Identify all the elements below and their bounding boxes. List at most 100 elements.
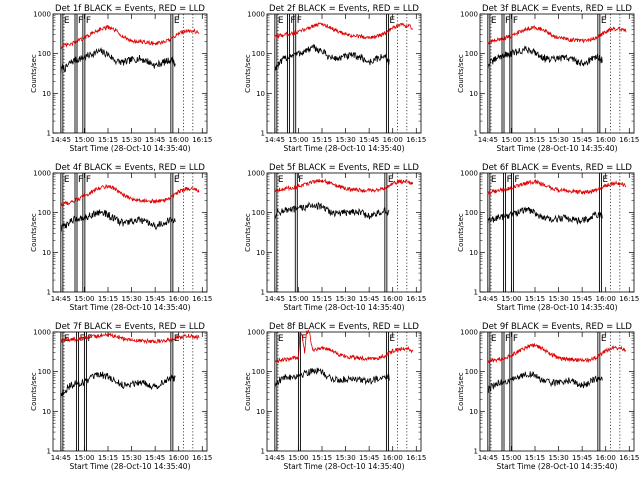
events-series <box>487 45 603 69</box>
x-axis-label: Start Time (28-Oct-10 14:35:40) <box>283 303 404 312</box>
x-tick-label: 15:30 <box>548 136 568 144</box>
x-axis-label: Start Time (28-Oct-10 14:35:40) <box>69 462 190 471</box>
panel-title: Det 4f BLACK = Events, RED = LLD <box>55 163 205 173</box>
lld-series <box>274 21 414 40</box>
x-tick-label: 15:00 <box>501 136 521 144</box>
y-tick-label: 10 <box>42 408 51 416</box>
flag-label: E <box>174 16 180 26</box>
panel-7: Det 7f BLACK = Events, RED = LLD 1 10 100 10… <box>30 322 212 471</box>
events-series <box>60 371 176 397</box>
x-tick-label: 15:15 <box>525 136 545 144</box>
x-tick-label: 15:45 <box>359 454 379 462</box>
y-tick-label: 1 <box>261 289 265 297</box>
y-tick-label: 1 <box>47 448 51 456</box>
x-tick-label: 16:00 <box>169 295 189 303</box>
panel-8: Det 8f BLACK = Events, RED = LLD 1 10 100 10… <box>244 322 426 471</box>
y-tick-label: 10 <box>469 90 478 98</box>
y-axis-label: Counts/sec <box>30 372 38 411</box>
plot-frame <box>479 331 635 452</box>
y-axis-label: Counts/sec <box>30 54 38 93</box>
flag-label: E <box>174 334 180 344</box>
y-tick-label: 1000 <box>33 329 51 337</box>
flag-label: E <box>278 334 284 344</box>
panel-title: Det 8f BLACK = Events, RED = LLD <box>269 322 419 332</box>
lld-series <box>487 342 627 364</box>
x-tick-label: 14:45 <box>478 454 498 462</box>
x-tick-label: 15:00 <box>288 136 308 144</box>
x-tick-label: 16:00 <box>596 454 616 462</box>
x-tick-label: 14:45 <box>478 136 498 144</box>
flag-label: F <box>505 16 510 26</box>
plot-frame <box>266 13 422 134</box>
y-axis-label: Counts/sec <box>244 213 252 252</box>
x-tick-label: 15:45 <box>359 136 379 144</box>
y-axis-label: Counts/sec <box>30 213 38 252</box>
x-tick-label: 16:15 <box>406 454 426 462</box>
flag-label: E <box>64 175 70 185</box>
y-tick-label: 100 <box>465 368 478 376</box>
flag-label: E <box>278 175 284 185</box>
lld-series <box>274 329 414 364</box>
x-tick-label: 15:15 <box>525 295 545 303</box>
x-tick-label: 15:15 <box>312 295 332 303</box>
x-tick-label: 15:30 <box>121 295 141 303</box>
y-axis-label: Counts/sec <box>244 372 252 411</box>
x-axis-label: Start Time (28-Oct-10 14:35:40) <box>283 144 404 153</box>
y-axis-label: Counts/sec <box>244 54 252 93</box>
x-tick-label: 15:30 <box>335 454 355 462</box>
y-tick-label: 100 <box>252 209 265 217</box>
events-series <box>487 371 603 394</box>
y-tick-label: 1 <box>47 130 51 138</box>
flag-label: E <box>64 16 70 26</box>
panel-title: Det 2f BLACK = Events, RED = LLD <box>269 4 419 14</box>
x-tick-label: 15:00 <box>288 295 308 303</box>
panel-4: Det 4f BLACK = Events, RED = LLD 1 10 100 10… <box>30 163 212 312</box>
x-tick-label: 15:45 <box>145 295 165 303</box>
y-tick-label: 100 <box>465 209 478 217</box>
x-tick-label: 16:00 <box>169 454 189 462</box>
panel-title: Det 9f BLACK = Events, RED = LLD <box>482 322 632 332</box>
y-tick-label: 1000 <box>33 11 51 19</box>
panel-title: Det 3f BLACK = Events, RED = LLD <box>482 4 632 14</box>
x-tick-label: 16:15 <box>406 295 426 303</box>
flag-label: F <box>86 175 91 185</box>
x-tick-label: 15:45 <box>145 454 165 462</box>
y-tick-label: 1000 <box>460 11 478 19</box>
x-tick-label: 15:15 <box>525 454 545 462</box>
panel-1: Det 1f BLACK = Events, RED = LLD 1 10 100 10… <box>30 4 212 153</box>
events-series <box>274 367 390 388</box>
flag-label: E <box>389 16 395 26</box>
y-tick-label: 1 <box>474 130 478 138</box>
flag-label: F <box>301 334 306 344</box>
y-tick-label: 100 <box>38 209 51 217</box>
y-tick-label: 100 <box>38 50 51 58</box>
x-axis-label: Start Time (28-Oct-10 14:35:40) <box>283 462 404 471</box>
x-axis-label: Start Time (28-Oct-10 14:35:40) <box>69 303 190 312</box>
lld-series <box>487 25 627 45</box>
x-tick-label: 16:15 <box>619 136 639 144</box>
x-tick-label: 16:15 <box>619 295 639 303</box>
panel-title: Det 6f BLACK = Events, RED = LLD <box>482 163 632 173</box>
y-tick-label: 1000 <box>247 170 265 178</box>
flag-label: F <box>78 16 83 26</box>
y-tick-label: 1 <box>261 448 265 456</box>
x-tick-label: 16:15 <box>619 454 639 462</box>
flag-label: F <box>513 16 518 26</box>
flag-label: F <box>298 175 303 185</box>
x-tick-label: 15:00 <box>74 136 94 144</box>
x-tick-label: 15:15 <box>98 295 118 303</box>
x-tick-label: 16:00 <box>383 295 403 303</box>
y-tick-label: 100 <box>252 368 265 376</box>
x-tick-label: 15:30 <box>121 454 141 462</box>
x-tick-label: 15:30 <box>121 136 141 144</box>
x-tick-label: 15:30 <box>548 454 568 462</box>
flag-label: E <box>491 16 497 26</box>
y-axis-label: Counts/sec <box>457 372 465 411</box>
flag-label: E <box>602 175 608 185</box>
lld-series <box>487 178 627 196</box>
lld-series <box>60 24 200 50</box>
plot-frame <box>479 172 635 293</box>
y-tick-label: 1 <box>474 289 478 297</box>
y-axis-label: Counts/sec <box>457 54 465 93</box>
flag-label: E <box>278 16 284 26</box>
